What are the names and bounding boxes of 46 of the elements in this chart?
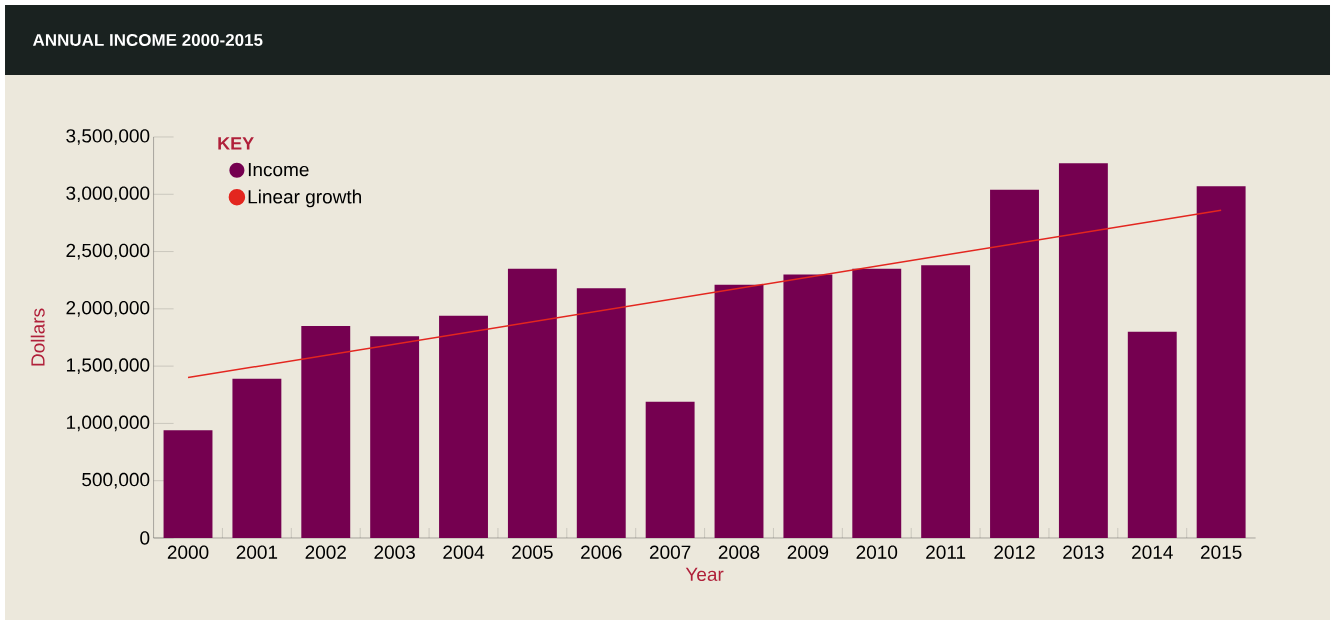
bar [163,430,213,538]
y-tick-label: 2,500,000 [66,243,150,260]
x-tick-label: 2015 [1200,545,1242,559]
bar [1127,331,1177,538]
x-tick-label: 2013 [1063,545,1104,559]
bar [232,378,282,538]
y-axis-title: Dollars [30,308,45,366]
y-tick-label: 3,500,000 [66,129,150,145]
x-tick-label: 2003 [374,545,415,559]
bar [1196,186,1246,538]
bar [507,268,557,538]
bar [439,315,488,538]
bar [714,284,764,538]
bar [921,265,971,538]
y-tick-label: 3,000,000 [66,186,150,203]
y-tick-label: 0 [140,531,150,545]
x-tick-label: 2011 [926,545,966,559]
x-tick-label: 2000 [167,545,209,559]
x-axis-title: Year [685,567,724,582]
x-tick-label: 2008 [718,545,760,559]
bar [576,288,626,538]
y-tick-label: 2,000,000 [66,300,150,317]
y-tick-label: 1,500,000 [66,358,150,374]
x-tick-label: 2007 [649,545,691,559]
bar [783,274,833,538]
bar [852,268,902,538]
bar [990,189,1039,538]
x-tick-label: 2010 [856,545,898,559]
legend-label: Linear growth [248,189,361,208]
y-tick-label: 1,000,000 [66,415,150,432]
bar [645,401,695,538]
x-tick-label: 2006 [581,545,622,559]
bar [1058,163,1108,538]
x-tick-label: 2004 [443,545,485,559]
x-tick-label: 2001 [236,545,278,559]
y-tick-label: 500,000 [82,472,150,489]
x-tick-label: 2009 [787,545,829,559]
x-tick-label: 2012 [994,545,1035,559]
bar [370,336,420,538]
chart-title: ANNUAL INCOME 2000-2015 [32,33,263,47]
x-tick-label: 2014 [1132,545,1173,559]
x-tick-label: 2002 [305,545,346,559]
legend-title: KEY [218,137,254,150]
x-tick-label: 2005 [512,545,553,559]
bar [301,326,351,538]
legend-label: Income [248,163,309,177]
